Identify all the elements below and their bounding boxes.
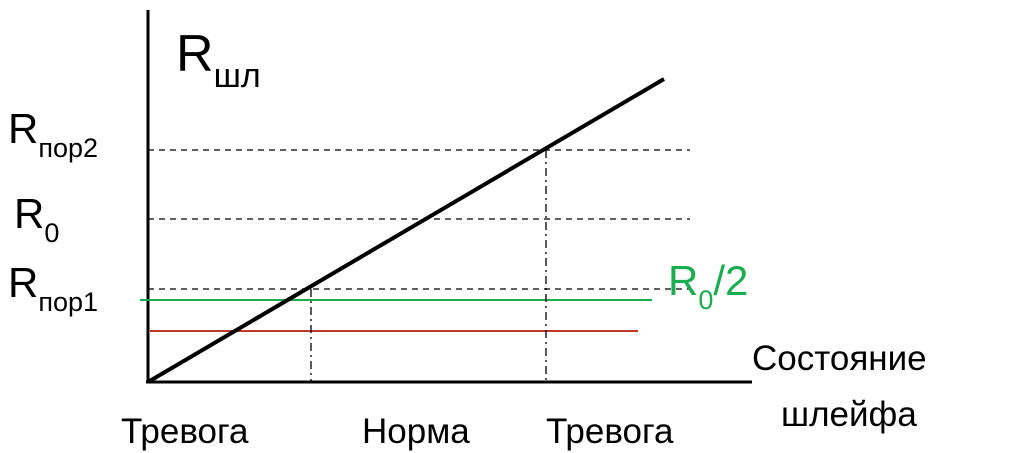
r0-half-suffix: /2 [713,257,748,304]
y-axis-symbol: R [176,25,214,83]
x-axis-title-line1: Состояние [752,339,927,378]
r0-symbol: R [14,190,44,237]
state-alarm-low: Тревога [121,412,249,451]
loop-resistance-line [146,77,666,384]
r0-half-symbol: R [668,257,698,304]
r0-subscript: 0 [44,218,59,248]
state-normal: Норма [362,412,470,451]
r-por1-subscript: пор1 [38,287,98,317]
r-por2-symbol: R [8,105,38,152]
r0-label: R0 [14,190,59,248]
state-alarm-high: Тревога [546,412,674,451]
x-axis-title-line2: шлейфа [781,395,917,434]
y-axis-title: Rшл [176,25,261,95]
r-por1-symbol: R [8,259,38,306]
r0-half-label: R0/2 [668,257,748,315]
y-axis-subscript: шл [214,57,261,95]
r-por2-subscript: пор2 [38,133,98,163]
r0-half-subscript: 0 [698,285,713,315]
r-por2-label: Rпор2 [8,105,98,163]
r-por1-label: Rпор1 [8,259,98,317]
